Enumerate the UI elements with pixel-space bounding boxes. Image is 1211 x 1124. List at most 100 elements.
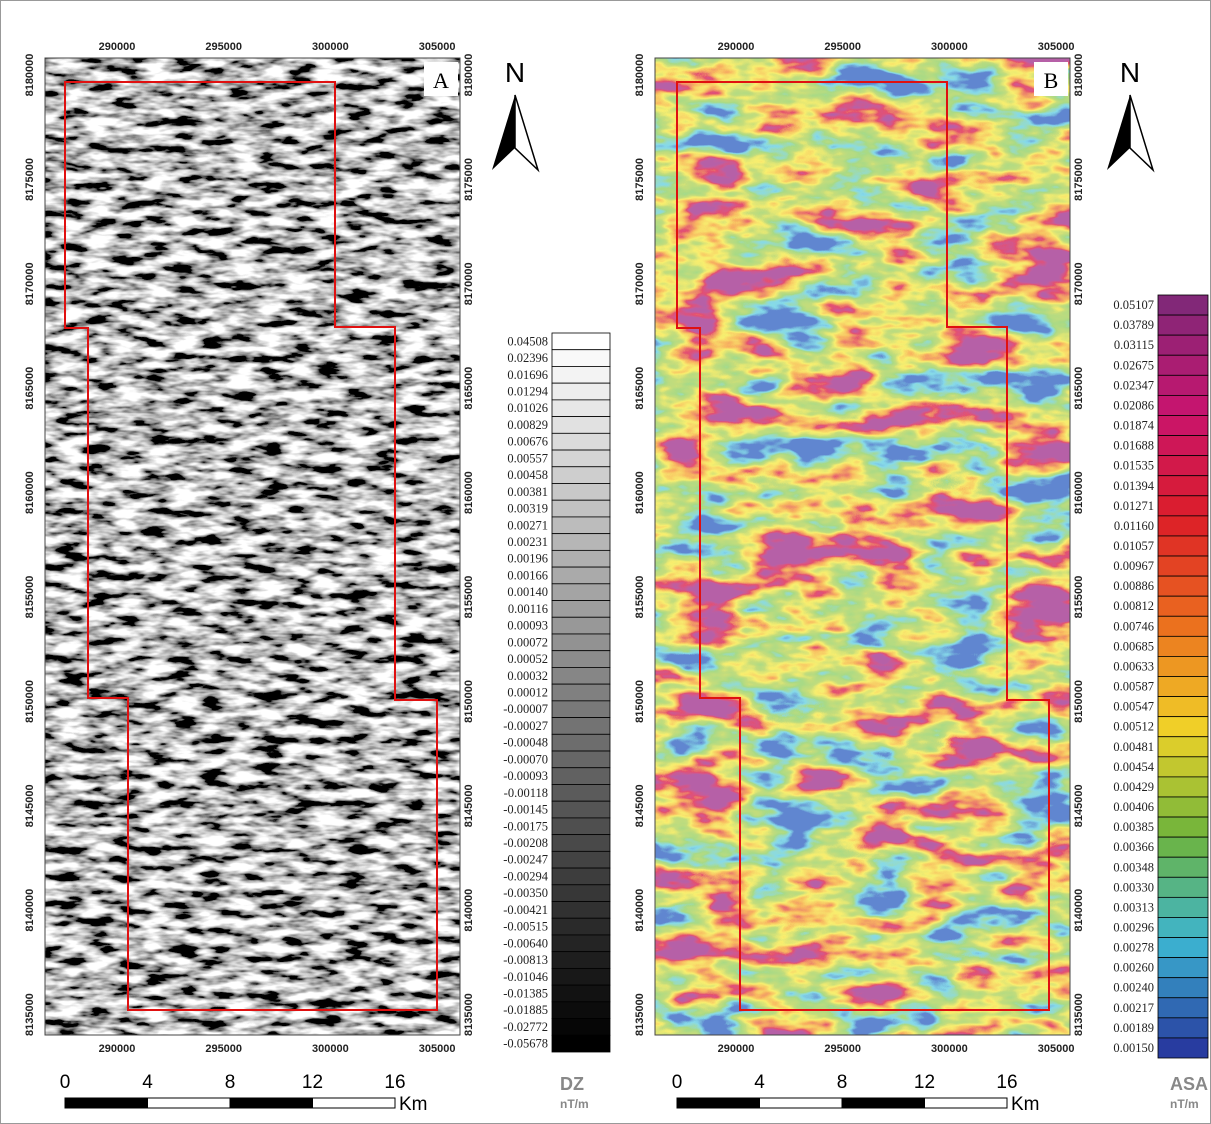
- legend-swatch: [1158, 817, 1208, 837]
- legend-swatch: [552, 601, 610, 618]
- legend-value: 0.01874: [1113, 419, 1154, 433]
- y-tick-label: 8170000: [463, 262, 475, 305]
- legend-value: 0.00116: [508, 602, 548, 616]
- legend-swatch: [1158, 576, 1208, 596]
- legend-swatch: [552, 718, 610, 735]
- legend-value: 0.00296: [1113, 920, 1154, 934]
- legend-swatch: [1158, 375, 1208, 395]
- x-tick-label: 300000: [312, 41, 349, 53]
- y-tick-label: 8180000: [1073, 54, 1085, 97]
- legend-swatch: [552, 651, 610, 668]
- legend-value: 0.00685: [1113, 639, 1154, 653]
- legend-value: -0.00070: [503, 752, 548, 766]
- y-tick-label: 8140000: [463, 889, 475, 932]
- y-tick-label: 8135000: [1073, 993, 1085, 1036]
- legend-value: -0.00294: [503, 869, 549, 883]
- legend-swatch: [1158, 1038, 1208, 1058]
- north-arrow-left: [492, 95, 515, 170]
- y-tick-label: 8150000: [634, 680, 646, 723]
- legend-swatch: [552, 517, 610, 534]
- north-label: N: [505, 57, 525, 88]
- scale-label: 4: [142, 1072, 153, 1093]
- y-tick-label: 8155000: [24, 576, 36, 619]
- legend-value: 0.00746: [1113, 619, 1154, 633]
- y-tick-label: 8160000: [634, 471, 646, 514]
- y-tick-label: 8160000: [463, 471, 475, 514]
- legend-value: 0.00217: [1113, 1001, 1154, 1015]
- legend-swatch: [552, 634, 610, 651]
- legend-swatch: [552, 684, 610, 701]
- legend-swatch: [1158, 938, 1208, 958]
- legend-value: -0.00093: [503, 769, 548, 783]
- legend-value: -0.00175: [503, 819, 548, 833]
- legend-swatch: [1158, 757, 1208, 777]
- legend-swatch: [1158, 415, 1208, 435]
- legend-swatch: [552, 851, 610, 868]
- legend-value: -0.00813: [503, 953, 548, 967]
- legend-value: -0.00350: [503, 886, 548, 900]
- x-tick-label: 305000: [1038, 1043, 1075, 1055]
- y-tick-label: 8140000: [1073, 889, 1085, 932]
- legend-value: 0.00366: [1113, 840, 1154, 854]
- scale-segment: [148, 1098, 231, 1108]
- scale-unit: Km: [1011, 1094, 1040, 1115]
- legend-swatch: [552, 784, 610, 801]
- legend-swatch: [1158, 496, 1208, 516]
- legend-value: 0.00313: [1113, 900, 1154, 914]
- legend-value: 0.00481: [1113, 740, 1154, 754]
- legend-value: 0.00829: [507, 418, 548, 432]
- y-tick-label: 8175000: [1073, 158, 1085, 201]
- y-tick-label: 8145000: [1073, 784, 1085, 827]
- panel-label: B: [1044, 68, 1059, 93]
- legend-swatch: [552, 935, 610, 952]
- scale-label: 8: [837, 1072, 848, 1093]
- scale-segment: [313, 1098, 396, 1108]
- legend-value: 0.00012: [507, 686, 548, 700]
- legend-swatch: [552, 534, 610, 551]
- legend-value: 0.03115: [1114, 338, 1154, 352]
- y-tick-label: 8160000: [1073, 471, 1085, 514]
- scale-segment: [230, 1098, 313, 1108]
- legend-swatch: [552, 701, 610, 718]
- legend-value: 0.00385: [1113, 820, 1154, 834]
- legend-value: -0.00247: [503, 853, 548, 867]
- legend-swatch: [552, 450, 610, 467]
- legend-swatch: [552, 350, 610, 367]
- y-tick-label: 8155000: [1073, 576, 1085, 619]
- x-tick-label: 295000: [824, 41, 861, 53]
- scale-segment: [677, 1098, 760, 1108]
- legend-value: 0.01535: [1113, 459, 1154, 473]
- legend-swatch: [552, 467, 610, 484]
- legend-swatch: [1158, 476, 1208, 496]
- legend-value: 0.02086: [1113, 398, 1154, 412]
- y-tick-label: 8140000: [634, 889, 646, 932]
- legend-swatch: [1158, 777, 1208, 797]
- legend-value: 0.00271: [507, 518, 548, 532]
- legend-swatch: [552, 868, 610, 885]
- legend-value: 0.01696: [507, 368, 548, 382]
- map-image: [45, 58, 460, 1035]
- x-tick-label: 300000: [312, 1043, 349, 1055]
- legend-swatch: [1158, 596, 1208, 616]
- legend-swatch: [1158, 737, 1208, 757]
- legend-value: 0.00381: [507, 485, 548, 499]
- scale-label: 12: [914, 1072, 935, 1093]
- legend-swatch: [552, 383, 610, 400]
- legend-swatch: [552, 400, 610, 417]
- y-tick-label: 8145000: [24, 784, 36, 827]
- scale-label: 0: [60, 1072, 71, 1093]
- legend-swatch: [1158, 556, 1208, 576]
- legend-value: -0.00640: [503, 936, 548, 950]
- x-tick-label: 290000: [718, 1043, 755, 1055]
- legend-swatch: [1158, 877, 1208, 897]
- north-arrow-right: [1130, 95, 1153, 170]
- scale-segment: [925, 1098, 1008, 1108]
- legend-value: 0.00052: [507, 652, 548, 666]
- y-tick-label: 8145000: [634, 784, 646, 827]
- legend-swatch: [1158, 857, 1208, 877]
- x-tick-label: 300000: [931, 41, 968, 53]
- legend-value: 0.00330: [1113, 880, 1154, 894]
- legend-swatch: [1158, 998, 1208, 1018]
- legend-swatch: [1158, 355, 1208, 375]
